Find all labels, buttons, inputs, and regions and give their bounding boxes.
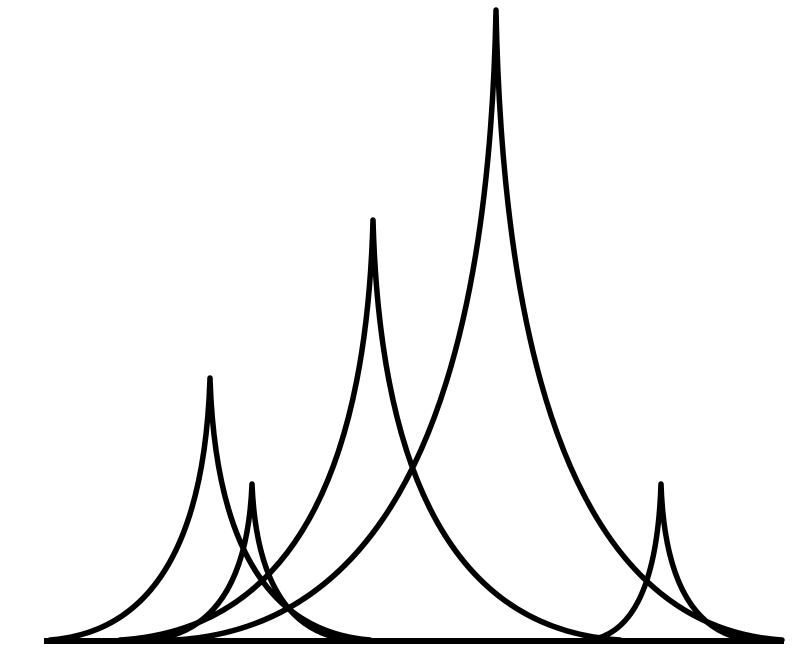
peak-5-curve <box>587 481 753 643</box>
peak-3-curve <box>117 217 623 643</box>
peak-4-curve <box>172 7 785 643</box>
peak-1-curve <box>47 375 373 643</box>
